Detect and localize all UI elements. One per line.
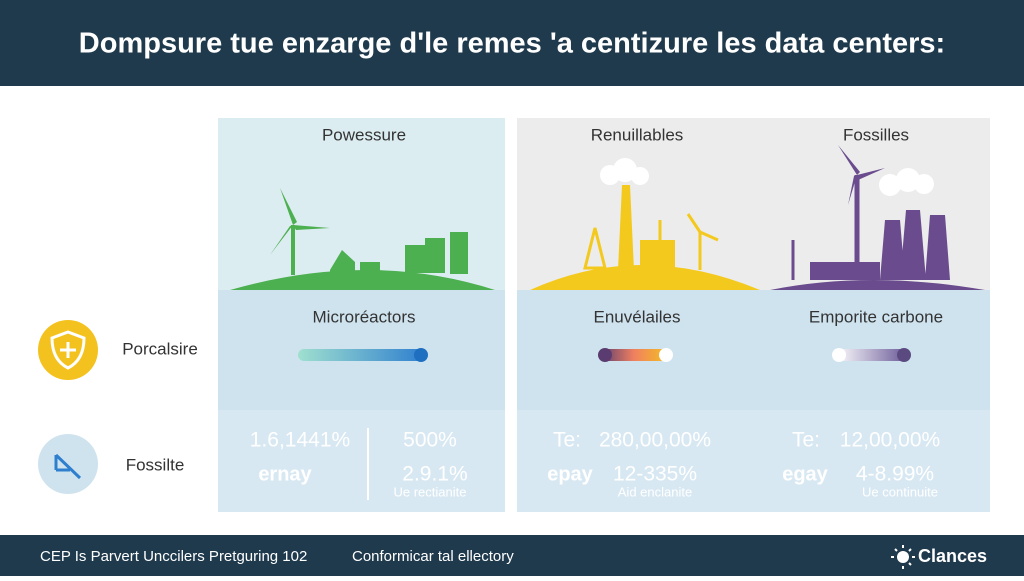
- stat: 12,00,00%: [840, 429, 940, 452]
- slider: [298, 348, 428, 362]
- shield-icon: [50, 330, 86, 370]
- gauge-icon: [54, 453, 82, 480]
- row-label: Fossilte: [126, 455, 185, 474]
- footer-bar: [0, 535, 1024, 576]
- stat: 4-8.99%: [856, 463, 934, 486]
- stat-label: Te:: [553, 429, 581, 452]
- stat-label: ernay: [258, 463, 312, 485]
- stat: 12-335%: [613, 463, 697, 486]
- stat-label: Te:: [792, 429, 820, 452]
- stat: 1.6,1441%: [250, 429, 350, 452]
- panel-subtitle: Microréactors: [313, 307, 416, 326]
- stat: 500%: [403, 429, 457, 452]
- row-label: Porcalsire: [122, 339, 198, 358]
- panel-bottom: [517, 410, 990, 512]
- stat: 2.9.1%: [402, 463, 467, 486]
- panel-bottom: [218, 410, 505, 512]
- slider: [832, 348, 911, 362]
- renewables-illustration: [530, 158, 760, 290]
- brand-icon: [891, 545, 915, 569]
- nuclear-illustration: [230, 188, 495, 290]
- stat-label: egay: [782, 463, 828, 485]
- brand: Clances: [918, 546, 987, 566]
- stat-note: Aid enclanite: [618, 484, 692, 499]
- panel-subtitle: Emporite carbone: [809, 307, 943, 326]
- slider: [598, 348, 673, 362]
- panel-title: Powessure: [322, 125, 406, 144]
- header-bar: [0, 0, 1024, 86]
- stat-label: epay: [547, 463, 593, 485]
- gauge-icon: [38, 434, 98, 494]
- footer-text: CEP Is Parvert Unccilers Pretguring 102: [40, 548, 307, 565]
- panel-middle: [517, 290, 990, 410]
- panel-subtitle: Enuvélailes: [594, 307, 681, 326]
- panel-title: Fossilles: [843, 125, 909, 144]
- fossil-illustration: [770, 145, 985, 290]
- stat-note: Ue rectianite: [394, 484, 467, 499]
- footer-text: Conformicar tal ellectory: [352, 548, 514, 565]
- stat: 280,00,00%: [599, 429, 711, 452]
- stat-note: Ue continuite: [862, 484, 938, 499]
- page-title: Dompsure tue enzarge d'le remes 'a centi…: [79, 28, 945, 60]
- panel-title: Renuillables: [591, 125, 684, 144]
